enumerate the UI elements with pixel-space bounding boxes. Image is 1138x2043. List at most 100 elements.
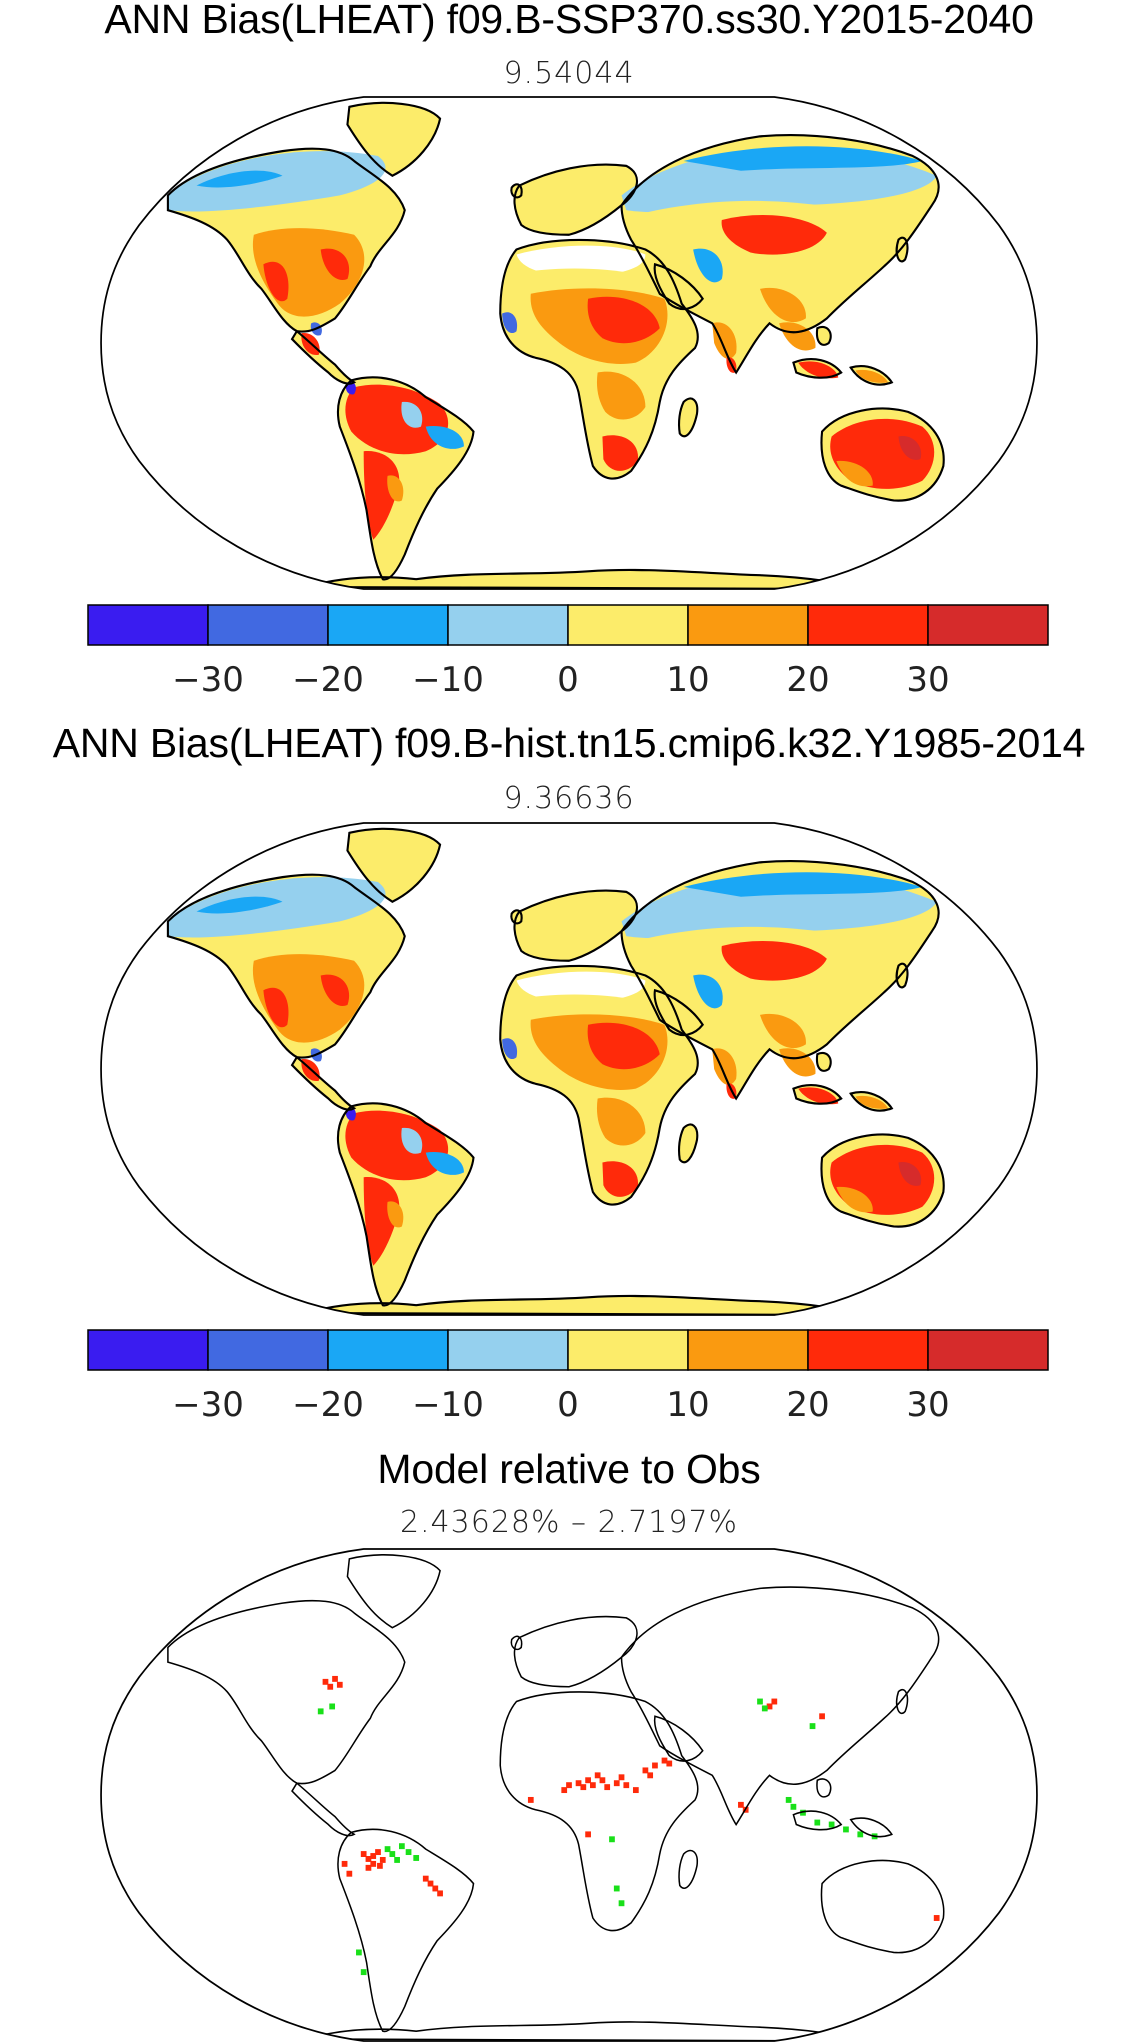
colorbar-tick-label: 20: [786, 1385, 829, 1425]
colorbar-tick-label: −20: [292, 660, 364, 700]
colorbar-bin: [567, 1329, 689, 1371]
colorbar-bin: [327, 604, 449, 646]
bias-region: [263, 261, 289, 302]
bias-region: [196, 170, 283, 188]
colorbar-bin: [87, 604, 209, 646]
significance-cell: [405, 1849, 412, 1856]
bias-region: [760, 1013, 806, 1049]
colorbar-tick-label: −10: [412, 660, 484, 700]
significance-cell: [384, 1846, 391, 1853]
significance-cell: [843, 1826, 849, 1833]
significance-cell: [399, 1843, 405, 1850]
significance-cell: [336, 1681, 343, 1688]
bias-region: [196, 896, 283, 914]
bias-region: [387, 475, 404, 502]
bias-region: [387, 1201, 404, 1228]
significance-cell: [828, 1821, 835, 1828]
bias-region: [836, 1186, 873, 1213]
land-fill: [167, 1554, 998, 2041]
colorbar-tick-label: 0: [557, 1385, 579, 1425]
significance-cell: [580, 1784, 587, 1791]
significance-cell: [527, 1796, 534, 1803]
significance-cell: [623, 1782, 630, 1789]
colorbar-tick-label: 20: [786, 660, 829, 700]
significance-cell: [346, 1870, 353, 1877]
significance-cell: [427, 1880, 434, 1887]
bias-region: [855, 1095, 888, 1109]
bias-region: [320, 974, 350, 1006]
colorbar-tick-label: −10: [412, 1385, 484, 1425]
significance-cell: [585, 1777, 591, 1784]
colorbar-tick-label: −20: [292, 1385, 364, 1425]
significance-cell: [413, 1855, 420, 1861]
bias-region: [693, 974, 723, 1009]
bias-region: [596, 1097, 646, 1146]
significance-cell: [738, 1801, 744, 1808]
significance-cell: [771, 1698, 778, 1705]
colorbar-bin: [327, 1329, 449, 1371]
significance-cell: [377, 1862, 383, 1869]
significance-cell: [394, 1856, 400, 1863]
significance-cell: [370, 1860, 377, 1867]
significance-cell: [933, 1915, 940, 1921]
bias-region: [798, 361, 839, 379]
significance-cell: [329, 1703, 336, 1710]
bias-region: [401, 1127, 423, 1154]
panel1-global-mean: 9.54044: [503, 56, 635, 91]
bias-region: [167, 877, 386, 938]
colorbar-bin: [87, 1329, 209, 1371]
significance-cell: [599, 1777, 606, 1784]
colorbar-tick-label: 10: [666, 1385, 709, 1425]
significance-cell: [566, 1782, 572, 1789]
significance-cell: [370, 1853, 377, 1859]
colorbar-bin: [567, 604, 689, 646]
significance-cell: [609, 1836, 615, 1843]
colorbar-bin: [927, 604, 1049, 646]
colorbar-tick-label: 0: [557, 660, 579, 700]
significance-cell: [647, 1772, 654, 1779]
bias-region: [855, 369, 888, 383]
bias-region: [320, 248, 350, 280]
significance-cell: [437, 1890, 443, 1897]
significance-cell: [561, 1787, 568, 1794]
bias-region: [898, 1162, 922, 1186]
bias-region: [401, 401, 423, 428]
significance-cell: [642, 1767, 649, 1774]
significance-cell: [652, 1762, 658, 1769]
bias-region: [721, 215, 827, 255]
bias-region: [693, 248, 723, 283]
bias-region: [167, 151, 386, 212]
significance-cell: [809, 1723, 816, 1730]
panel3-percent-range: 2.43628% – 2.7197%: [399, 1505, 739, 1540]
significance-cell: [632, 1787, 639, 1794]
bias-region: [425, 426, 464, 449]
bias-region: [516, 971, 646, 1003]
bias-region: [516, 245, 646, 277]
colorbar-bin: [447, 1329, 569, 1371]
significance-cell: [766, 1703, 773, 1710]
panel2-title: ANN Bias(LHEAT) f09.B-hist.tn15.cmip6.k3…: [52, 720, 1086, 766]
bias-region: [425, 1152, 464, 1175]
colorbar-bin: [447, 604, 569, 646]
colorbar-bin: [687, 604, 809, 646]
significance-cell: [757, 1698, 763, 1705]
bias-region: [263, 987, 289, 1028]
significance-cell: [819, 1713, 825, 1720]
colorbar-bin: [207, 1329, 329, 1371]
bias-region: [683, 872, 923, 897]
significance-cell: [360, 1969, 367, 1976]
colorbar-1: −30 −20 −10 0 10 20 30: [87, 604, 1049, 700]
bias-region: [712, 322, 737, 359]
significance-cell: [432, 1885, 439, 1892]
bias-region: [721, 941, 827, 981]
bias-region: [511, 994, 647, 1022]
bias-region: [511, 268, 647, 296]
significance-cell: [613, 1780, 620, 1787]
bias-map-ssp370: [100, 96, 1038, 590]
significance-cell: [365, 1864, 372, 1871]
significance-cell: [356, 1949, 362, 1956]
bias-region: [683, 146, 923, 171]
bias-region: [898, 436, 922, 460]
significance-cell: [986, 1954, 993, 1961]
significance-cell: [590, 1782, 596, 1789]
